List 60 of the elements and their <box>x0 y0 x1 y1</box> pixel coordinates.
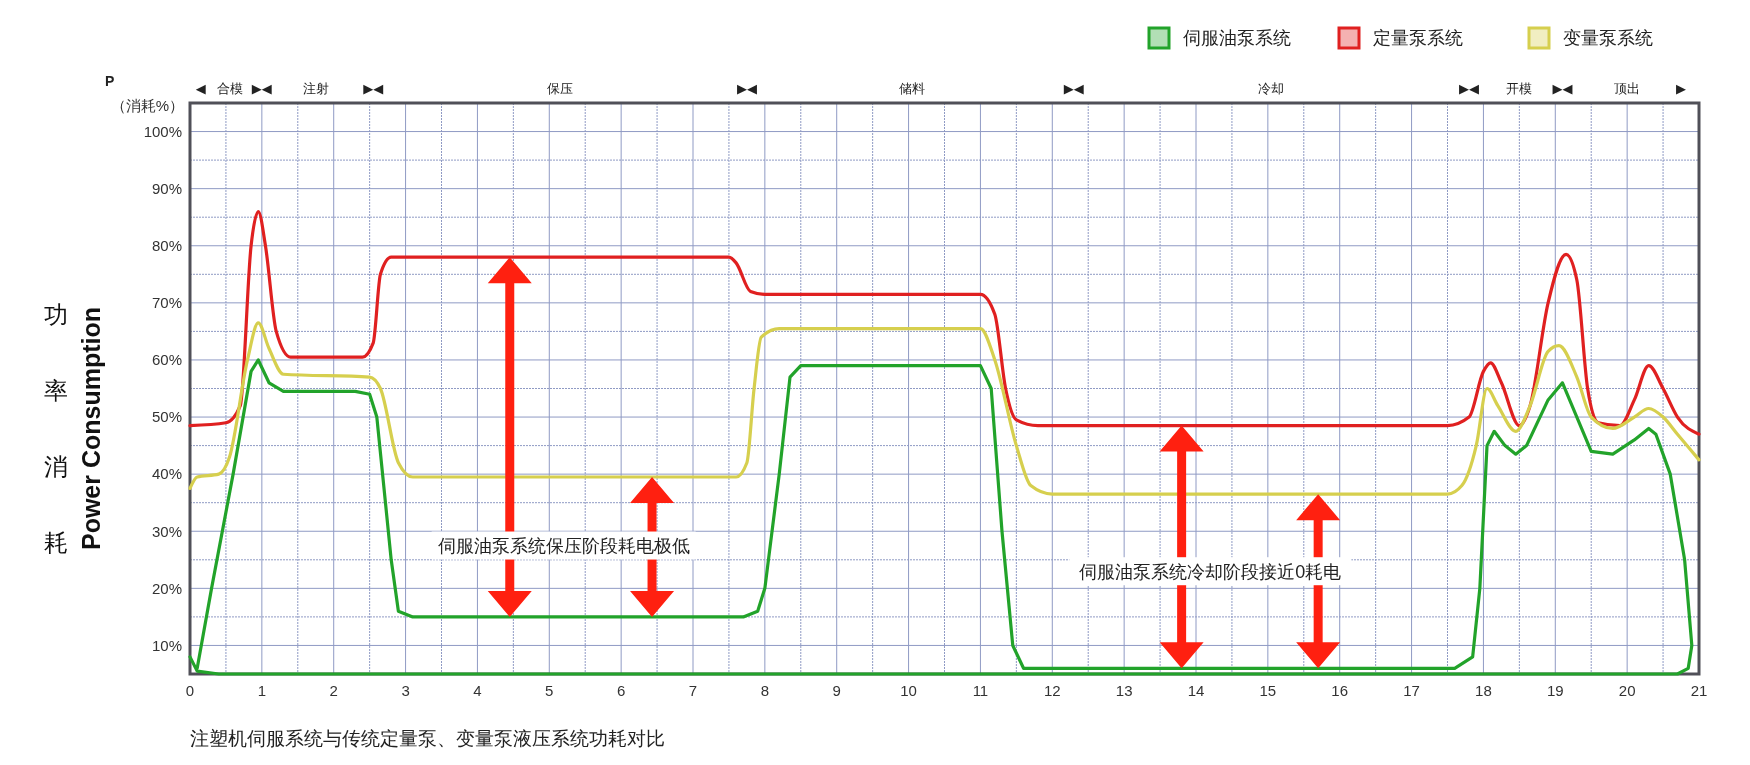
y-tick-label: 90% <box>151 179 182 197</box>
line-series <box>188 321 1701 496</box>
text: 注射 <box>302 81 329 96</box>
y-tick-label: 40% <box>151 465 182 483</box>
x-tick-label: 1 <box>257 682 267 699</box>
legend-label: 伺服油泵系统 <box>1183 28 1291 49</box>
legend-label: 定量泵系统 <box>1373 28 1463 49</box>
x-tick-label: 12 <box>1043 682 1061 699</box>
annotation: 伺服油泵系统保压阶段耗电极低 <box>437 535 690 556</box>
text: P <box>105 73 115 89</box>
text: 冷却 <box>1258 81 1285 96</box>
x-tick-label: 2 <box>329 682 338 699</box>
text: ▶◀ <box>251 81 272 96</box>
text: 合模 <box>216 81 243 96</box>
x-tick-label: 19 <box>1546 682 1564 699</box>
text: ▶◀ <box>1459 81 1480 96</box>
x-tick-label: 10 <box>900 682 917 699</box>
x-tick-label: 9 <box>832 682 841 699</box>
x-tick-label: 21 <box>1690 682 1708 699</box>
x-tick-label: 11 <box>972 682 989 699</box>
y-axis-title: Power Consumption <box>77 306 105 551</box>
text: 注塑机伺服系统与传统定量泵、变量泵液压系统功耗对比 <box>190 728 665 749</box>
x-tick-label: 4 <box>473 682 482 699</box>
text: ▶◀ <box>736 81 757 96</box>
text: ▶◀ <box>1552 81 1573 96</box>
text: 功率消耗 <box>44 300 68 556</box>
text: ◀ <box>195 81 206 96</box>
text: 储料 <box>899 81 926 96</box>
x-tick-label: 7 <box>688 682 698 699</box>
x-tick-label: 0 <box>185 682 195 699</box>
x-tick-label: 18 <box>1475 682 1492 699</box>
text: （消耗%） <box>110 97 184 114</box>
y-tick-label: 80% <box>151 237 182 254</box>
y-tick-label: 100% <box>143 122 182 140</box>
line-series <box>188 358 1694 676</box>
y-tick-label: 70% <box>151 294 182 312</box>
x-tick-label: 15 <box>1259 682 1277 699</box>
x-tick-label: 8 <box>760 682 770 699</box>
y-tick-label: 60% <box>151 351 182 369</box>
y-tick-label: 50% <box>151 408 182 426</box>
x-tick-label: 5 <box>545 682 554 699</box>
x-tick-label: 13 <box>1115 682 1133 699</box>
line-series <box>188 209 1701 436</box>
legend-label: 变量泵系统 <box>1563 28 1653 49</box>
x-tick-label: 6 <box>616 682 626 699</box>
text: ▶◀ <box>363 81 384 96</box>
annotation: 伺服油泵系统冷却阶段接近0耗电 <box>1079 561 1342 582</box>
text: ▶ <box>1676 81 1687 96</box>
y-tick-label: 10% <box>151 636 182 654</box>
text: 顶出 <box>1614 81 1641 96</box>
text: ▶◀ <box>1063 81 1084 96</box>
text: 开模 <box>1506 81 1533 96</box>
x-tick-label: 17 <box>1403 682 1420 699</box>
x-tick-label: 3 <box>401 682 410 699</box>
y-tick-label: 30% <box>151 522 182 540</box>
y-tick-label: 20% <box>151 579 182 597</box>
x-tick-label: 16 <box>1331 682 1349 699</box>
text: 保压 <box>547 81 574 96</box>
x-tick-label: 20 <box>1618 682 1636 699</box>
x-tick-label: 14 <box>1187 682 1205 699</box>
